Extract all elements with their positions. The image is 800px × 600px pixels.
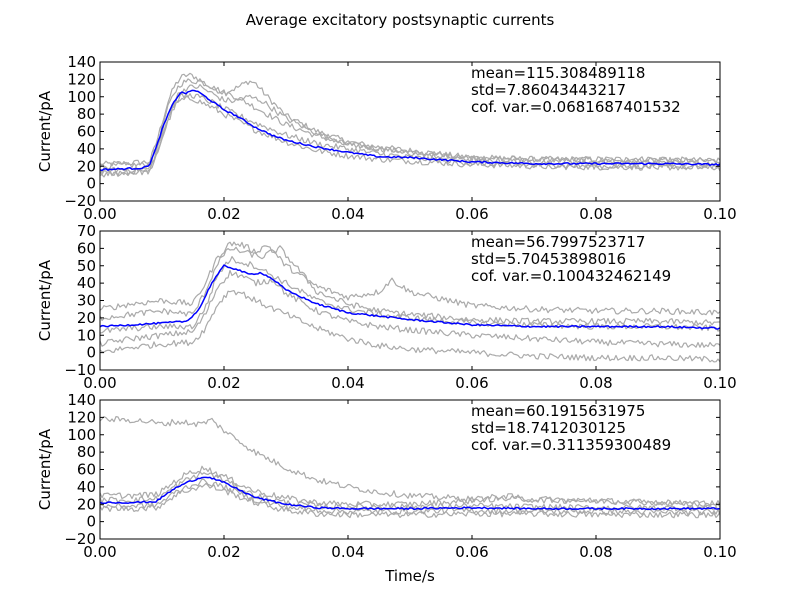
y-tick-label: 80 (77, 105, 96, 123)
trial-trace-line-5 (100, 93, 720, 177)
x-tick-label: 0.10 (703, 543, 736, 561)
y-tick-label: 20 (77, 157, 96, 175)
y-tick-label: 80 (77, 443, 96, 461)
stats-annotation-line-3: cof. var.=0.311359300489 (471, 436, 671, 454)
stats-annotation-line-2: std=5.70453898016 (471, 250, 626, 268)
trial-trace-line-1 (100, 241, 720, 316)
y-tick-label: 140 (67, 391, 96, 409)
y-tick-label: 70 (77, 222, 96, 240)
y-tick-label: 140 (67, 53, 96, 71)
y-tick-label: 120 (67, 70, 96, 88)
y-tick-label: 40 (77, 478, 96, 496)
x-tick-label: 0.04 (331, 205, 364, 223)
x-tick-label: 0.04 (331, 543, 364, 561)
y-tick-label: 10 (77, 326, 96, 344)
mean-trace-line (100, 476, 720, 511)
y-tick-label: 0 (86, 513, 96, 531)
trial-trace-line-2 (100, 78, 720, 170)
x-tick-label: 0.02 (207, 543, 240, 561)
x-tick-label: 0.00 (83, 374, 116, 392)
y-axis-label: Current/pA (36, 90, 54, 172)
y-tick-label: 60 (77, 239, 96, 257)
trial-trace-line-4 (100, 84, 720, 174)
figure-title: Average excitatory postsynaptic currents (246, 11, 555, 29)
trial-trace-line-3 (100, 482, 720, 519)
x-tick-label: 0.02 (207, 374, 240, 392)
y-tick-label: 20 (77, 309, 96, 327)
trial-trace-line-5 (100, 478, 720, 516)
subplot-2: 0.00 0.02 0.04 0.06 0.08 0.10 −100102030405060… (36, 222, 737, 392)
x-tick-label: 0.06 (455, 374, 488, 392)
stats-annotation-line-3: cof. var.=0.0681687401532 (471, 98, 681, 116)
y-tick-label: 50 (77, 257, 96, 275)
stats-annotation-line-2: std=18.7412030125 (471, 419, 626, 437)
y-tick-label: 120 (67, 408, 96, 426)
stats-annotation-line-1: mean=60.1915631975 (471, 402, 645, 420)
subplot-3: 0.00 0.02 0.04 0.06 0.08 0.10−200204060801001… (36, 391, 737, 561)
y-tick-label: −10 (64, 361, 96, 379)
x-tick-label: 0.08 (579, 543, 612, 561)
x-tick-label: 0.06 (455, 543, 488, 561)
stats-annotation-line-1: mean=56.7997523717 (471, 233, 645, 251)
y-tick-label: −20 (64, 530, 96, 548)
y-tick-label: 0 (86, 344, 96, 362)
stats-annotation-line-3: cof. var.=0.100432462149 (471, 267, 671, 285)
traces (100, 72, 720, 178)
mean-trace-line (100, 264, 720, 330)
y-axis-label: Current/pA (36, 259, 54, 341)
y-axis-label: Current/pA (36, 428, 54, 510)
x-tick-label: 0.10 (703, 205, 736, 223)
y-tick-label: 100 (67, 88, 96, 106)
y-tick-label: 40 (77, 140, 96, 158)
y-tick-label: 60 (77, 461, 96, 479)
x-tick-label: 0.06 (455, 205, 488, 223)
trial-trace-line-5 (100, 256, 720, 334)
x-tick-label: 0.10 (703, 374, 736, 392)
stats-annotation-line-2: std=7.86043443217 (471, 81, 626, 99)
trial-trace-line-3 (100, 245, 720, 326)
mean-trace-line (100, 89, 720, 172)
x-tick-label: 0.00 (83, 205, 116, 223)
x-tick-label: 0.02 (207, 205, 240, 223)
y-tick-label: 60 (77, 123, 96, 141)
subplot-1: 0.00 0.02 0.04 0.06 0.08 0.10−200204060801001… (36, 53, 737, 223)
x-tick-label: 0.08 (579, 374, 612, 392)
x-tick-label: 0.04 (331, 374, 364, 392)
y-tick-label: 20 (77, 495, 96, 513)
y-tick-label: 100 (67, 426, 96, 444)
x-tick-label: 0.00 (83, 543, 116, 561)
stats-annotation-line-1: mean=115.308489118 (471, 64, 645, 82)
y-tick-label: −20 (64, 192, 96, 210)
trial-trace-line-4 (100, 290, 720, 363)
subplots: 0.00 0.02 0.04 0.06 0.08 0.10−200204060801001… (36, 53, 737, 561)
y-tick-label: 0 (86, 175, 96, 193)
y-tick-label: 40 (77, 274, 96, 292)
trial-trace-line-2 (100, 269, 720, 348)
x-axis-label: Time/s (384, 567, 435, 585)
traces (100, 241, 720, 363)
y-tick-label: 30 (77, 292, 96, 310)
traces (100, 416, 720, 519)
trial-trace-line-1 (100, 72, 720, 167)
x-tick-label: 0.08 (579, 205, 612, 223)
trial-trace-line-2 (100, 465, 720, 508)
